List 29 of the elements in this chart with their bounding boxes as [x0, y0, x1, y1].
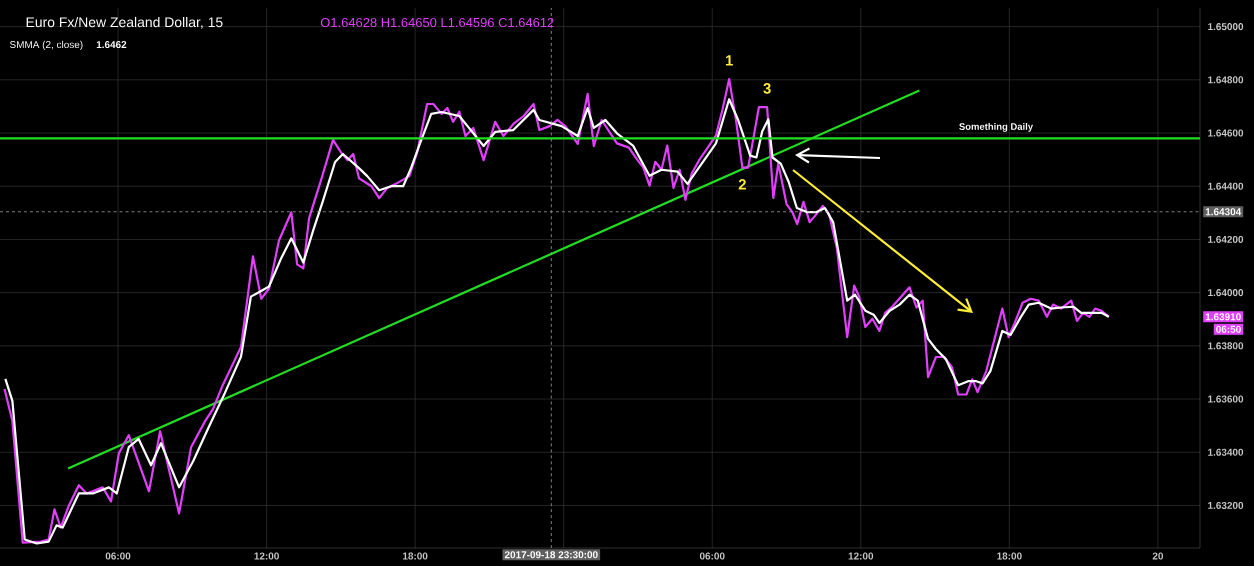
y-tick-label: 1.64200 [1208, 235, 1244, 243]
x-tick-label: 06:00 [699, 552, 725, 560]
x-tick-label: 18:00 [997, 552, 1022, 560]
text: Euro Fx/New Zealand Dollar, 15 [26, 16, 223, 29]
y-tick-label: 1.63800 [1208, 342, 1244, 350]
annotation: 2 [738, 179, 746, 190]
text: SMMA (2, close) [9, 40, 83, 51]
annotation: 1.6462 [96, 41, 127, 49]
ref-line-label: 1.64304 [1205, 208, 1242, 216]
y-tick-label: 1.63200 [1208, 501, 1244, 509]
text: 1.63910 [1205, 313, 1241, 321]
y-tick-label: 1.63600 [1208, 395, 1244, 403]
annotation: 3 [763, 83, 771, 94]
x-tick-label: 18:00 [403, 552, 428, 560]
text: O1.64628 H1.64650 L1.64596 C1.64612 [320, 17, 554, 28]
text: 06:50 [1216, 325, 1241, 333]
y-tick-label: 1.64000 [1208, 289, 1244, 297]
x-tick-label: 12:00 [848, 552, 874, 560]
x-tick-label: 12:00 [254, 552, 279, 560]
x-tick-label: 20 [1152, 552, 1164, 560]
y-tick-label: 1.64400 [1208, 182, 1244, 190]
y-tick-label: 1.65000 [1208, 23, 1244, 31]
y-tick-label: 1.64800 [1208, 76, 1244, 84]
y-tick-label: 1.64600 [1208, 129, 1244, 137]
y-tick-label: 1.63400 [1208, 448, 1244, 456]
ref-line-label: 2017-09-18 23:30:00 [504, 551, 598, 559]
annotation: 1 [725, 55, 733, 66]
x-tick-label: 06:00 [105, 552, 131, 560]
ref-line-label: Something Daily [959, 122, 1034, 132]
